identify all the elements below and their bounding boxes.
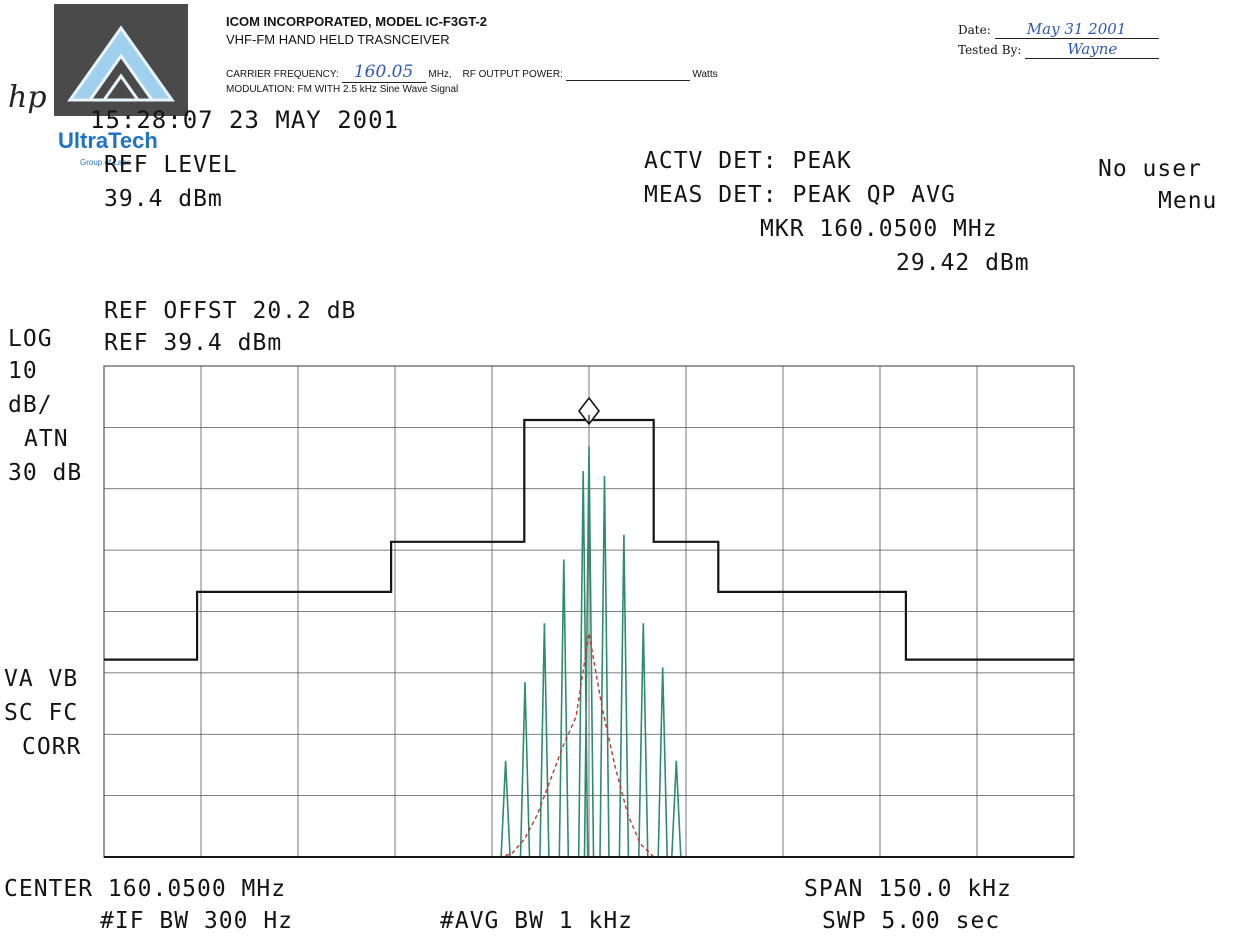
scale-unit: dB/: [8, 392, 53, 418]
center-frequency: CENTER 160.0500 MHz: [4, 876, 287, 902]
ref-level-value: 39.4 dBm: [104, 186, 223, 212]
attenuation-value: 30 dB: [8, 460, 83, 486]
ref-level-label: REF LEVEL: [104, 152, 238, 178]
ref-line: REF 39.4 dBm: [104, 330, 283, 356]
tested-by-field: Tested By: Wayne: [958, 40, 1160, 59]
rf-power-value: [565, 69, 690, 81]
date-field: Date: May 31 2001: [958, 20, 1159, 39]
measure-detector: MEAS DET: PEAK QP AVG: [644, 182, 956, 208]
logo-text: UltraTech: [58, 128, 158, 153]
carrier-frequency-value: 160.05: [341, 62, 426, 83]
scale-log: LOG: [8, 326, 53, 352]
corr-indicator: CORR: [22, 734, 82, 760]
date-value: May 31 2001: [994, 20, 1159, 39]
modulation: MODULATION: FM WITH 2.5 kHz Sine Wave Si…: [226, 84, 459, 95]
average-trace-line: [498, 632, 655, 858]
logo-subtext: Group of Labs: [80, 158, 131, 167]
device-type: VHF-FM HAND HELD TRASNCEIVER: [226, 32, 450, 47]
rf-power-unit: Watts: [692, 69, 718, 80]
active-detector: ACTV DET: PEAK: [644, 148, 852, 174]
menu-line-2: Menu: [1158, 188, 1218, 214]
sweep-time: SWP 5.00 sec: [822, 908, 1001, 934]
va-vb-indicator: VA VB: [4, 666, 79, 692]
timestamp: 15:28:07 23 MAY 2001: [90, 106, 399, 134]
plot-traces: [104, 396, 1074, 858]
scale-division: 10: [8, 358, 38, 384]
marker-frequency: MKR 160.0500 MHz: [760, 216, 998, 242]
carrier-frequency-line: CARRIER FREQUENCY: 160.05 MHz, RF OUTPUT…: [226, 62, 718, 83]
span: SPAN 150.0 kHz: [804, 876, 1012, 902]
attenuation-label: ATN: [24, 426, 69, 452]
sc-fc-indicator: SC FC: [4, 700, 79, 726]
company-model: ICOM INCORPORATED, MODEL IC-F3GT-2: [226, 14, 487, 29]
tested-by-label: Tested By:: [958, 43, 1022, 57]
ref-offset: REF OFFST 20.2 dB: [104, 298, 357, 324]
if-bandwidth: #IF BW 300 Hz: [100, 908, 294, 934]
peak-trace-line: [495, 446, 683, 858]
menu-line-1: No user: [1098, 156, 1202, 182]
plot-grid: [103, 365, 1075, 858]
marker-level: 29.42 dBm: [896, 250, 1030, 276]
carrier-frequency-unit: MHz,: [428, 69, 452, 80]
tested-by-value: Wayne: [1025, 40, 1160, 59]
rf-power-label: RF OUTPUT POWER:: [462, 69, 563, 80]
hp-logo-icon: hp: [8, 80, 47, 115]
ultratech-logo: [54, 4, 188, 116]
carrier-frequency-label: CARRIER FREQUENCY:: [226, 69, 339, 80]
avg-bandwidth: #AVG BW 1 kHz: [440, 908, 634, 934]
logo-emblem-icon: [67, 25, 175, 102]
date-label: Date:: [958, 23, 991, 37]
